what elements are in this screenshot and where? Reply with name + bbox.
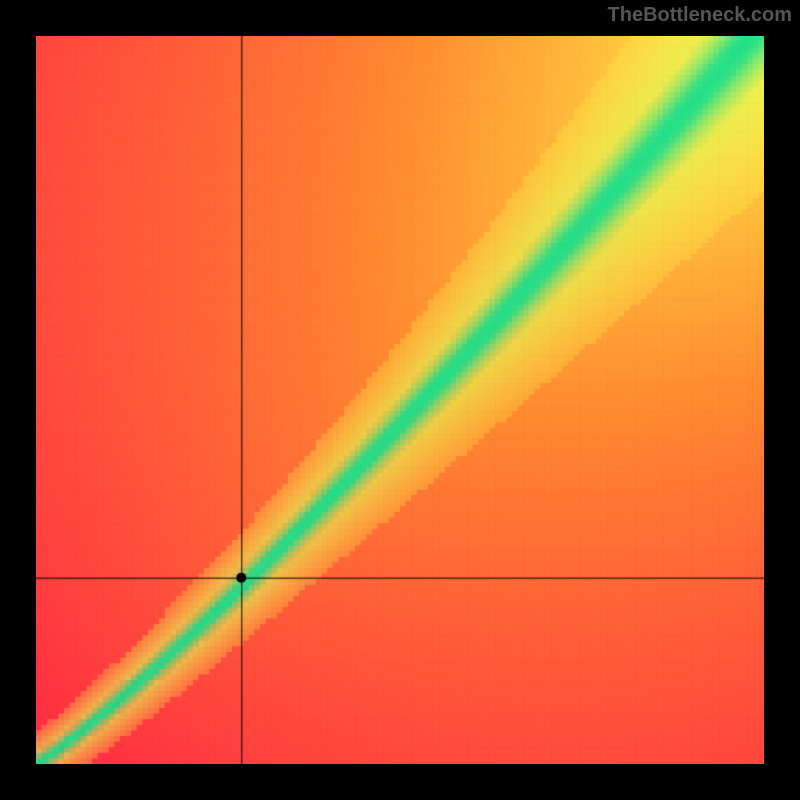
plot-area	[36, 36, 764, 764]
heatmap-canvas	[36, 36, 764, 764]
chart-container: TheBottleneck.com	[0, 0, 800, 800]
watermark-text: TheBottleneck.com	[608, 4, 792, 27]
